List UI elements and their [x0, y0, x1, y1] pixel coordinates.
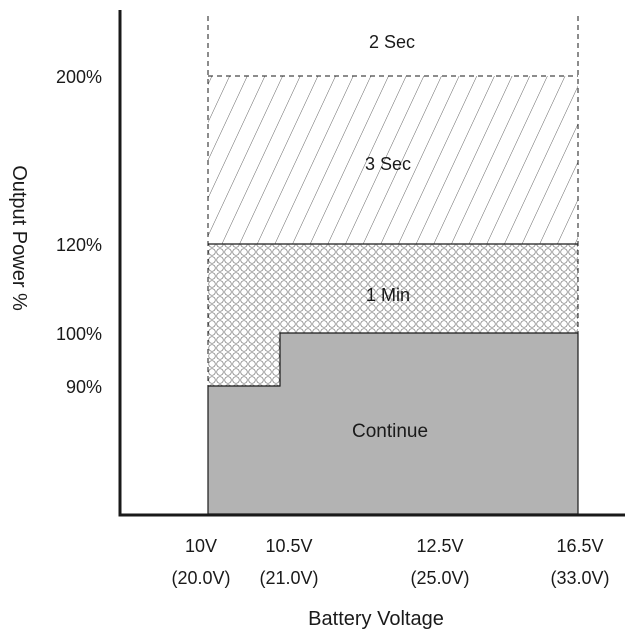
x-tick-16-5v: 16.5V — [556, 536, 603, 556]
x-tick-16-5v-alt: (33.0V) — [550, 568, 609, 588]
y-tick-90: 90% — [66, 377, 102, 397]
three-sec-region — [208, 76, 578, 244]
y-tick-200: 200% — [56, 67, 102, 87]
y-axis-title: Output Power % — [8, 165, 30, 311]
label-continue: Continue — [352, 421, 428, 442]
y-tick-100: 100% — [56, 324, 102, 344]
x-tick-10-5v-alt: (21.0V) — [259, 568, 318, 588]
x-tick-12-5v-alt: (25.0V) — [410, 568, 469, 588]
x-tick-10v-alt: (20.0V) — [171, 568, 230, 588]
x-tick-12-5v: 12.5V — [416, 536, 463, 556]
x-tick-10v: 10V — [185, 536, 217, 556]
label-1-min: 1 Min — [366, 285, 410, 305]
y-tick-120: 120% — [56, 235, 102, 255]
label-2-sec: 2 Sec — [369, 32, 415, 52]
x-axis-title: Battery Voltage — [308, 608, 444, 630]
x-tick-10-5v: 10.5V — [265, 536, 312, 556]
label-3-sec: 3 Sec — [365, 154, 411, 174]
